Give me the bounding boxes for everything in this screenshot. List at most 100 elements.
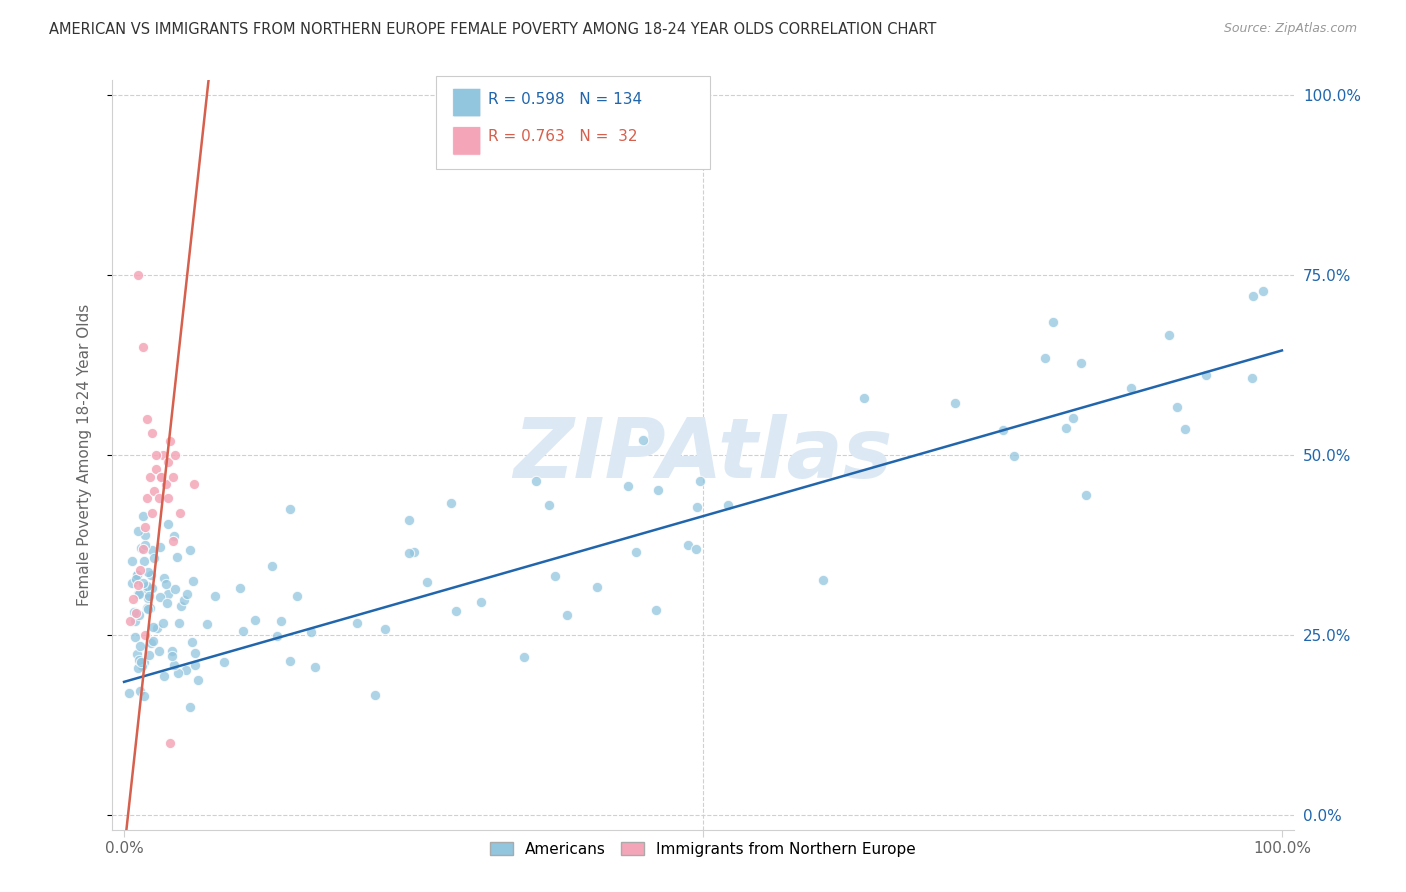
Point <box>141 506 163 520</box>
Point <box>136 412 159 426</box>
Point <box>150 469 173 483</box>
Point <box>1251 284 1274 298</box>
Point <box>440 496 463 510</box>
Point <box>132 554 155 568</box>
Point <box>173 593 195 607</box>
Point <box>156 587 179 601</box>
Point <box>118 686 141 700</box>
Point <box>689 474 711 488</box>
Point <box>134 528 156 542</box>
Point <box>169 506 191 520</box>
Point <box>118 614 141 628</box>
Point <box>537 498 560 512</box>
Point <box>524 474 547 488</box>
Text: Source: ZipAtlas.com: Source: ZipAtlas.com <box>1223 22 1357 36</box>
Point <box>1241 289 1264 303</box>
Text: ZIPAtlas: ZIPAtlas <box>513 415 893 495</box>
Point <box>179 542 201 557</box>
Point <box>374 623 396 637</box>
Point <box>122 592 145 607</box>
Point <box>176 587 198 601</box>
Point <box>852 391 875 405</box>
Point <box>131 541 153 556</box>
Point <box>155 577 177 591</box>
Point <box>134 520 156 534</box>
Point <box>157 455 180 469</box>
Point <box>167 666 190 681</box>
Point <box>135 578 157 592</box>
Point <box>127 577 149 591</box>
Point <box>122 605 145 619</box>
Point <box>135 582 157 596</box>
Point <box>266 629 288 643</box>
Point <box>141 567 163 582</box>
Point <box>124 607 146 621</box>
Point <box>149 540 172 554</box>
Point <box>470 595 492 609</box>
Point <box>1159 328 1181 343</box>
Point <box>243 613 266 627</box>
Point <box>124 572 146 586</box>
Point <box>128 586 150 600</box>
Point <box>148 491 170 505</box>
Point <box>170 599 193 614</box>
Point <box>128 661 150 675</box>
Point <box>626 545 648 559</box>
Point <box>129 563 152 577</box>
Point <box>127 524 149 538</box>
Point <box>142 633 165 648</box>
Point <box>180 635 202 649</box>
Point <box>184 657 207 672</box>
Point <box>149 590 172 604</box>
Point <box>134 538 156 552</box>
Y-axis label: Female Poverty Among 18-24 Year Olds: Female Poverty Among 18-24 Year Olds <box>77 304 91 606</box>
Legend: Americans, Immigrants from Northern Europe: Americans, Immigrants from Northern Euro… <box>484 836 922 863</box>
Point <box>1074 487 1097 501</box>
Point <box>204 589 226 603</box>
Point <box>138 600 160 615</box>
Point <box>617 479 640 493</box>
Point <box>129 683 152 698</box>
Point <box>157 491 180 505</box>
Point <box>181 574 204 589</box>
Point <box>142 551 165 566</box>
Point <box>212 655 235 669</box>
Point <box>129 541 152 555</box>
Point <box>229 581 252 595</box>
Point <box>184 647 207 661</box>
Point <box>131 658 153 673</box>
Point <box>163 448 186 462</box>
Point <box>150 469 173 483</box>
Point <box>121 554 143 568</box>
Point <box>631 433 654 447</box>
Point <box>159 736 181 750</box>
Point <box>136 591 159 605</box>
Point <box>1033 351 1056 365</box>
Point <box>647 483 669 497</box>
Point <box>1070 356 1092 370</box>
Point <box>187 673 209 688</box>
Point <box>717 498 740 512</box>
Point <box>162 648 184 663</box>
Point <box>398 546 420 560</box>
Point <box>299 625 322 640</box>
Point <box>364 688 387 702</box>
Point <box>176 663 198 677</box>
Point <box>138 469 160 483</box>
Point <box>128 607 150 622</box>
Point <box>139 636 162 650</box>
Point <box>1174 421 1197 435</box>
Point <box>127 268 149 282</box>
Point <box>811 573 834 587</box>
Point <box>153 571 176 585</box>
Text: AMERICAN VS IMMIGRANTS FROM NORTHERN EUROPE FEMALE POVERTY AMONG 18-24 YEAR OLDS: AMERICAN VS IMMIGRANTS FROM NORTHERN EUR… <box>49 22 936 37</box>
Point <box>127 568 149 582</box>
Point <box>152 615 174 630</box>
Point <box>1056 421 1078 435</box>
Point <box>153 669 176 683</box>
Point <box>148 643 170 657</box>
Point <box>142 620 165 634</box>
Point <box>138 648 160 662</box>
Point <box>141 542 163 557</box>
Point <box>285 589 308 603</box>
